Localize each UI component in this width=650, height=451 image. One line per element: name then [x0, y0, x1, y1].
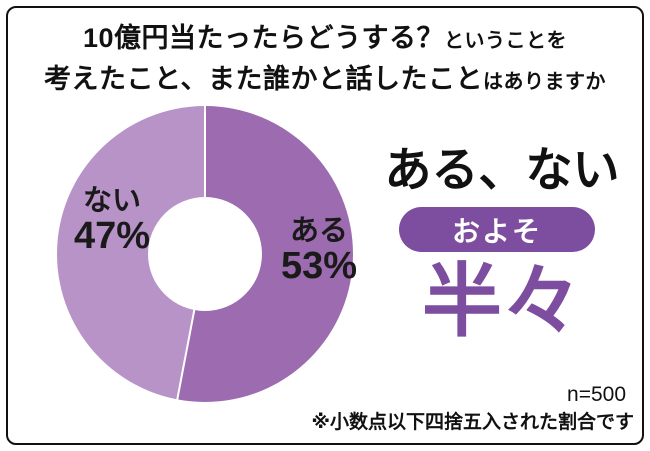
slice-pct-nai: 47%: [73, 215, 151, 258]
title-main-2: 考えたこと、また誰かと話したこと: [44, 64, 483, 94]
approx-badge: およそ: [399, 207, 595, 252]
title-sub-2: はありますか: [482, 71, 606, 93]
donut-chart: [57, 106, 353, 402]
slice-label-aru: ある 53%: [280, 214, 358, 288]
chart-title-line1: 10億円当たったらどうする？ということを: [8, 20, 642, 61]
slice-label-nai: ない 47%: [73, 184, 151, 258]
slice-name-aru: ある: [289, 214, 348, 247]
title-sub-1: ということを: [444, 30, 568, 52]
chart-title: 10億円当たったらどうする？ということを 考えたこと、また誰かと話したことはあり…: [8, 20, 642, 102]
slice-divider: [204, 106, 206, 254]
slice-pct-aru: 53%: [280, 245, 358, 288]
sample-size: n=500: [567, 383, 626, 406]
chart-title-line2: 考えたこと、また誰かと話したことはありますか: [8, 61, 642, 102]
survey-card: 10億円当たったらどうする？ということを 考えたこと、また誰かと話したことはあり…: [6, 6, 644, 445]
donut-chart-area: ない 47% ある 53%: [57, 106, 357, 402]
half-half-text: 半々: [422, 257, 582, 346]
title-main-1: 10億円当たったらどうする？: [82, 23, 445, 53]
donut-hole: [148, 197, 262, 311]
summary-headline: ある、ない: [384, 143, 620, 196]
slice-name-nai: ない: [82, 184, 141, 217]
rounding-note: ※小数点以下四捨五入された割合です: [311, 412, 634, 433]
